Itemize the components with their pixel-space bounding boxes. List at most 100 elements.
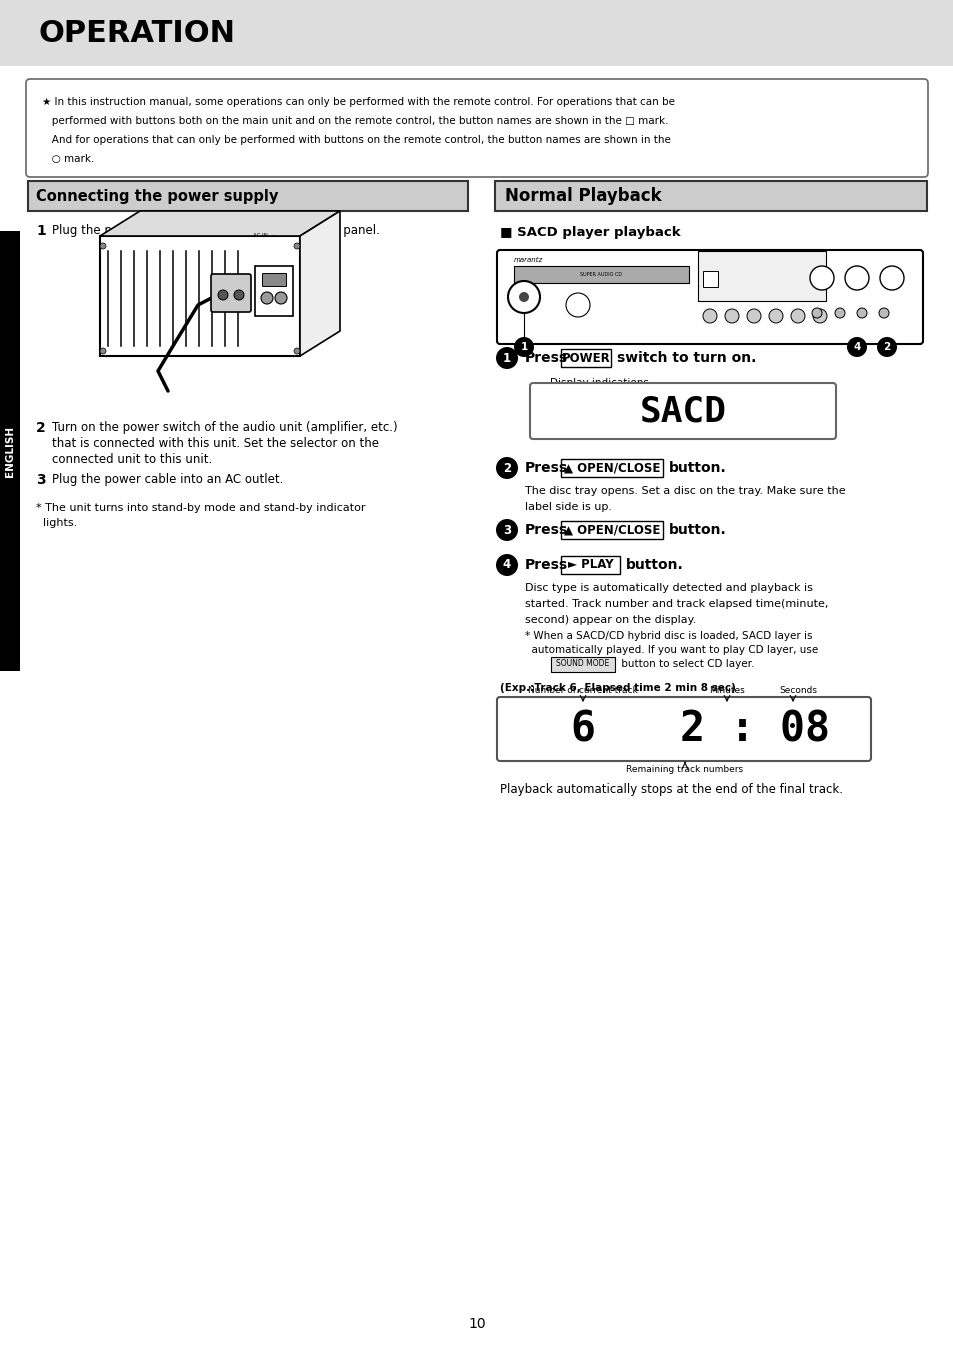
Text: button to select CD layer.: button to select CD layer.	[618, 659, 754, 669]
Text: OPERATION: OPERATION	[38, 19, 234, 47]
Text: 2: 2	[502, 462, 511, 474]
Bar	[254, 266, 293, 316]
FancyBboxPatch shape	[211, 274, 251, 312]
Polygon shape	[100, 211, 339, 236]
Text: ► PLAY: ► PLAY	[567, 558, 613, 571]
Text: Press: Press	[524, 351, 568, 365]
Bar	[698, 251, 825, 301]
Text: Press: Press	[524, 523, 568, 536]
Circle shape	[261, 292, 273, 304]
Text: Plug the power cable into an AC outlet.: Plug the power cable into an AC outlet.	[52, 473, 283, 486]
Bar	[514, 266, 688, 282]
Text: * When a SACD/CD hybrid disc is loaded, SACD layer is: * When a SACD/CD hybrid disc is loaded, …	[524, 631, 812, 640]
Text: (Exp.:Track 6, Elapsed time 2 min 8 sec): (Exp.:Track 6, Elapsed time 2 min 8 sec)	[499, 684, 735, 693]
Polygon shape	[299, 211, 339, 357]
Text: 1: 1	[519, 342, 527, 353]
Text: Disc type is automatically detected and playback is: Disc type is automatically detected and …	[524, 584, 812, 593]
Text: Connecting the power supply: Connecting the power supply	[36, 189, 278, 204]
Text: * The unit turns into stand-by mode and stand-by indicator: * The unit turns into stand-by mode and …	[36, 503, 365, 513]
Text: Press: Press	[524, 558, 568, 571]
Text: performed with buttons both on the main unit and on the remote control, the butt: performed with buttons both on the main …	[42, 116, 668, 126]
Text: button.: button.	[625, 558, 683, 571]
Text: ▲ OPEN/CLOSE: ▲ OPEN/CLOSE	[563, 523, 659, 536]
Bar	[0, 231, 20, 671]
Circle shape	[496, 519, 517, 540]
Circle shape	[834, 308, 844, 317]
Text: 3: 3	[36, 473, 46, 486]
FancyBboxPatch shape	[530, 382, 835, 439]
Text: 2: 2	[882, 342, 890, 353]
Text: Turn on the power switch of the audio unit (amplifier, etc.): Turn on the power switch of the audio un…	[52, 422, 397, 434]
Text: 1: 1	[36, 224, 46, 238]
Circle shape	[565, 293, 589, 317]
Text: connected unit to this unit.: connected unit to this unit.	[52, 453, 212, 466]
Circle shape	[518, 292, 529, 303]
Polygon shape	[100, 236, 299, 357]
Text: 6: 6	[570, 708, 595, 750]
Text: POWER: POWER	[561, 351, 610, 365]
Circle shape	[702, 309, 717, 323]
Text: started. Track number and track elapsed time(minute,: started. Track number and track elapsed …	[524, 598, 827, 609]
Circle shape	[294, 349, 299, 354]
Text: Playback automatically stops at the end of the final track.: Playback automatically stops at the end …	[499, 784, 842, 796]
FancyBboxPatch shape	[497, 250, 923, 345]
Text: ■ SACD player playback: ■ SACD player playback	[499, 226, 679, 239]
Text: Seconds: Seconds	[779, 686, 816, 694]
Text: SUPER AUDIO CD PLAYER SA8260: SUPER AUDIO CD PLAYER SA8260	[514, 266, 596, 272]
Text: button.: button.	[668, 461, 726, 476]
Text: SUPER AUDIO CD: SUPER AUDIO CD	[579, 273, 621, 277]
Text: 1: 1	[502, 351, 511, 365]
Text: ENGLISH: ENGLISH	[5, 426, 15, 477]
Text: The disc tray opens. Set a disc on the tray. Make sure the: The disc tray opens. Set a disc on the t…	[524, 486, 844, 496]
Text: Display indications: Display indications	[550, 378, 648, 388]
Text: Minutes: Minutes	[708, 686, 744, 694]
Bar	[262, 273, 286, 286]
Text: 4: 4	[502, 558, 511, 571]
Circle shape	[746, 309, 760, 323]
Text: 2: 2	[36, 422, 46, 435]
Text: Remaining track numbers: Remaining track numbers	[626, 765, 742, 774]
Text: ▲ OPEN/CLOSE: ▲ OPEN/CLOSE	[563, 462, 659, 474]
Bar	[495, 181, 926, 211]
Circle shape	[294, 243, 299, 249]
Circle shape	[809, 266, 833, 290]
FancyBboxPatch shape	[26, 78, 927, 177]
Circle shape	[879, 266, 903, 290]
Text: 3: 3	[502, 523, 511, 536]
Text: lights.: lights.	[36, 517, 77, 528]
Text: ○ mark.: ○ mark.	[42, 154, 94, 163]
Circle shape	[100, 243, 106, 249]
Circle shape	[496, 457, 517, 480]
Text: 2 : 08: 2 : 08	[679, 708, 829, 750]
Circle shape	[274, 292, 287, 304]
Circle shape	[514, 336, 534, 357]
Circle shape	[878, 308, 888, 317]
Text: Number of current track: Number of current track	[528, 686, 638, 694]
Text: marantz: marantz	[514, 257, 542, 263]
FancyBboxPatch shape	[497, 697, 870, 761]
Circle shape	[790, 309, 804, 323]
Circle shape	[856, 308, 866, 317]
Text: AC IN  ~: AC IN ~	[253, 232, 276, 238]
Circle shape	[811, 308, 821, 317]
Circle shape	[496, 347, 517, 369]
Bar	[0, 0, 953, 66]
Text: Plug the power cable into AC IN jack on the back panel.: Plug the power cable into AC IN jack on …	[52, 224, 379, 236]
Text: And for operations that can only be performed with buttons on the remote control: And for operations that can only be perf…	[42, 135, 670, 145]
Circle shape	[100, 349, 106, 354]
Text: switch to turn on.: switch to turn on.	[617, 351, 756, 365]
Text: label side is up.: label side is up.	[524, 503, 612, 512]
Text: SACD: SACD	[639, 394, 726, 428]
Text: 10: 10	[468, 1317, 485, 1331]
Circle shape	[844, 266, 868, 290]
Circle shape	[876, 336, 896, 357]
Circle shape	[724, 309, 739, 323]
FancyBboxPatch shape	[551, 657, 615, 671]
Bar	[28, 181, 468, 211]
Text: ★ In this instruction manual, some operations can only be performed with the rem: ★ In this instruction manual, some opera…	[42, 97, 675, 107]
Text: SOUND MODE: SOUND MODE	[556, 659, 609, 669]
Circle shape	[233, 290, 244, 300]
Circle shape	[496, 554, 517, 576]
Circle shape	[846, 336, 866, 357]
Circle shape	[507, 281, 539, 313]
